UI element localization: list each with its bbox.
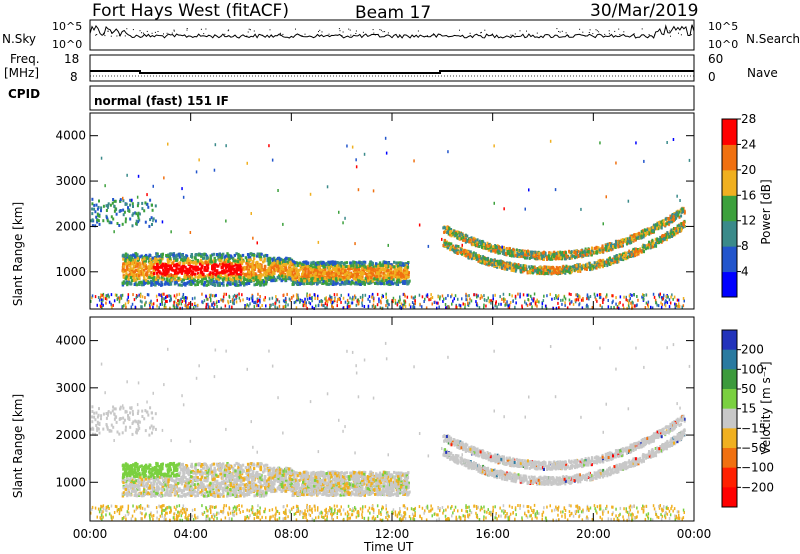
y-tick-label: 3000 (55, 381, 86, 395)
noise-trace (89, 24, 695, 39)
freq-trace (90, 70, 694, 77)
freq-unit-label: [MHz] (4, 66, 40, 80)
y-tick-label: 4000 (55, 334, 86, 348)
x-tick-label: 00:00 (677, 527, 712, 541)
cpid-label: CPID (8, 87, 41, 101)
colorbar-swatch (722, 220, 737, 247)
x-tick-label: 04:00 (173, 527, 208, 541)
colorbar-tick-label: 8 (741, 239, 749, 253)
colorbar-swatch (722, 119, 737, 145)
station-title: Fort Hays West (fitACF) (92, 1, 289, 21)
freq-tick-top: 18 (64, 52, 80, 66)
x-tick-label: 00:00 (73, 527, 108, 541)
freq-panel-frame (89, 54, 695, 82)
colorbar-tick-label: 28 (741, 112, 756, 126)
colorbar-swatch (722, 389, 737, 410)
y-tick-label: 2000 (55, 219, 86, 233)
colorbar-tick-label: 20 (741, 163, 756, 177)
nsearch-tick-top: 10^5 (708, 20, 739, 33)
colorbar-swatch (722, 195, 737, 222)
power-scatter (90, 136, 691, 310)
colorbar-tick-label: 100 (741, 362, 764, 376)
beam-title: Beam 17 (355, 3, 432, 23)
colorbar-swatch (722, 467, 737, 488)
nsky-tick-top: 10^5 (52, 20, 83, 33)
colorbar-swatch (722, 271, 737, 298)
colorbar-tick-label: 24 (741, 137, 756, 151)
y-tick-label: 1000 (55, 265, 86, 279)
colorbar-swatch (722, 169, 737, 196)
colorbar-swatch (722, 428, 737, 449)
velocity-colorbar: 200 100 50 15 −15 −50 −100 −200 (721, 329, 774, 508)
colorbar-swatch (722, 487, 737, 508)
colorbar-swatch (722, 144, 737, 171)
colorbar-swatch (722, 448, 737, 469)
x-tick-label: 12:00 (375, 527, 410, 541)
colorbar-swatch (722, 408, 737, 429)
colorbar-tick-label: 12 (741, 214, 756, 228)
velocity-y-ticks: 1000 2000 3000 4000 (55, 334, 694, 489)
x-tick-label: 08:00 (274, 527, 309, 541)
cpid-mode: normal (fast) 151 IF (94, 94, 229, 108)
colorbar-swatch (722, 330, 737, 351)
freq-label: Freq. (10, 52, 40, 66)
freq-tick-bottom: 8 (70, 70, 78, 84)
colorbar-tick-label: 200 (741, 343, 764, 357)
colorbar-tick-label: 4 (741, 265, 749, 279)
cpid-panel-frame (89, 85, 695, 111)
colorbar-tick-label: −15 (741, 421, 766, 435)
nsearch-label: N.Search (746, 32, 800, 46)
y-tick-label: 2000 (55, 428, 86, 442)
colorbar-swatch (722, 349, 737, 370)
colorbar-tick-label: −100 (741, 461, 774, 475)
colorbar-tick-label: 50 (741, 382, 756, 396)
colorbar-tick-label: −200 (741, 480, 774, 494)
colorbar-tick-label: −50 (741, 441, 766, 455)
power-colorbar: 4 8 12 16 20 24 28 (721, 112, 756, 298)
y-tick-label: 4000 (55, 129, 86, 143)
nsearch-tick-bottom: 10^0 (708, 38, 739, 51)
nave-tick-top: 60 (708, 52, 724, 66)
x-tick-label: 20:00 (576, 527, 611, 541)
velocity-scatter (90, 341, 691, 522)
nave-tick-bottom: 0 (708, 70, 716, 84)
colorbar-tick-label: 15 (741, 402, 756, 416)
y-tick-label: 1000 (55, 475, 86, 489)
x-tick-label: 16:00 (475, 527, 510, 541)
x-ticks: 00:00 04:00 08:00 12:00 16:00 20:00 00:00 (73, 113, 712, 541)
nave-label: Nave (747, 66, 778, 80)
nsky-label: N.Sky (2, 32, 37, 46)
colorbar-swatch (722, 246, 737, 273)
colorbar-tick-label: 16 (741, 188, 756, 202)
power-y-ticks: 1000 2000 3000 4000 (55, 129, 694, 279)
y-tick-label: 3000 (55, 174, 86, 188)
date-title: 30/Mar/2019 (590, 1, 699, 21)
colorbar-swatch (722, 369, 737, 390)
nsky-tick-bottom: 10^0 (52, 38, 83, 51)
time-axis-label: Time UT (364, 540, 414, 554)
